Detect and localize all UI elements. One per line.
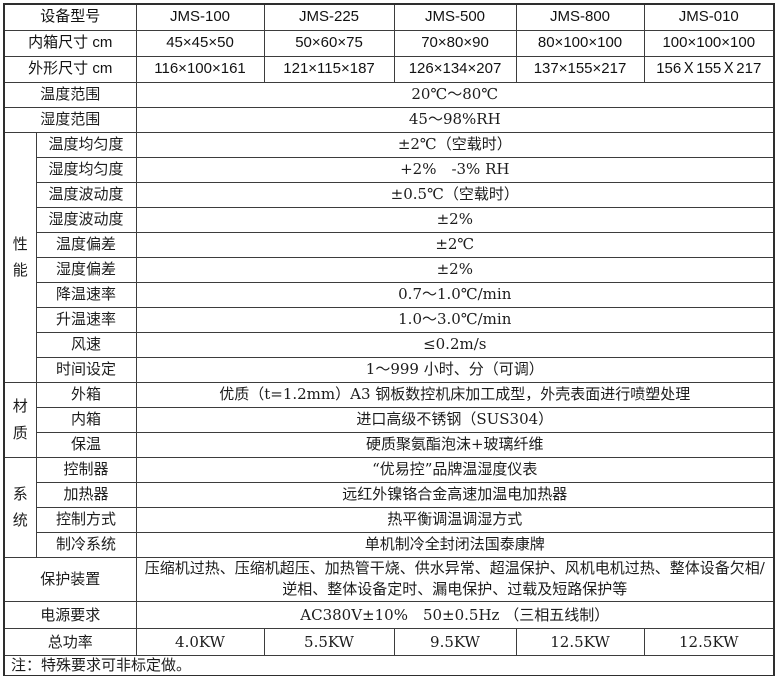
row-label: 温度偏差 bbox=[35, 231, 137, 258]
table-row: 性能 温度均匀度 ±2℃（空载时） bbox=[3, 131, 775, 383]
table-row: 内箱尺寸 cm 45×45×50 50×60×75 70×80×90 80×10… bbox=[3, 29, 775, 57]
value-cell: +2% -3% RH bbox=[135, 156, 775, 183]
value-cell: ±2% bbox=[135, 206, 775, 233]
table-row: 电源要求 AC380V±10% 50±0.5Hz （三相五线制） bbox=[3, 601, 775, 629]
table-row: 系统 控制器 “优易控”品牌温湿度仪表 bbox=[3, 456, 775, 558]
table-row: 材质 外箱 优质（t=1.2mm）A3 钢板数控机床加工成型，外壳表面进行喷塑处… bbox=[3, 381, 775, 458]
table-row: 设备型号 JMS-100 JMS-225 JMS-500 JMS-800 JMS… bbox=[3, 3, 775, 31]
size-cell: 70×80×90 bbox=[393, 29, 517, 57]
size-cell: 137×155×217 bbox=[515, 55, 645, 83]
value-cell: AC380V±10% 50±0.5Hz （三相五线制） bbox=[135, 601, 775, 629]
table-row: 制冷系统 单机制冷全封闭法国泰康牌 bbox=[4, 531, 775, 558]
value-cell: ±2% bbox=[135, 256, 775, 283]
row-label: 加热器 bbox=[35, 481, 137, 508]
table-row: 加热器 远红外镍铬合金高速加温电加热器 bbox=[4, 481, 775, 508]
value-cell: 20℃～80℃ bbox=[135, 81, 775, 108]
table-row: 湿度均匀度 +2% -3% RH bbox=[4, 156, 775, 183]
model-cell: JMS-500 bbox=[393, 3, 517, 31]
value-cell: 45～98%RH bbox=[135, 106, 775, 133]
size-cell: 45×45×50 bbox=[135, 29, 265, 57]
row-label: 湿度均匀度 bbox=[35, 156, 137, 183]
table-row: 总功率 4.0KW 5.5KW 9.5KW 12.5KW 12.5KW bbox=[3, 628, 775, 656]
table-row: 风速 ≤0.2m/s bbox=[4, 331, 775, 358]
spec-table: 设备型号 JMS-100 JMS-225 JMS-500 JMS-800 JMS… bbox=[3, 3, 776, 676]
row-label: 升温速率 bbox=[35, 306, 137, 333]
row-label: 温度均匀度 bbox=[35, 131, 137, 158]
value-cell: 优质（t=1.2mm）A3 钢板数控机床加工成型，外壳表面进行喷塑处理 bbox=[135, 381, 775, 408]
value-cell: ±0.5℃（空载时） bbox=[135, 181, 775, 208]
size-cell: 121×115×187 bbox=[263, 55, 395, 83]
row-label-total-power: 总功率 bbox=[3, 628, 137, 656]
table-row: 降温速率 0.7～1.0℃/min bbox=[4, 281, 775, 308]
power-cell: 4.0KW bbox=[135, 628, 265, 656]
value-cell: 热平衡调温调湿方式 bbox=[135, 506, 775, 533]
row-label-model: 设备型号 bbox=[3, 3, 137, 31]
power-cell: 12.5KW bbox=[515, 628, 645, 656]
table-row: 湿度范围 45～98%RH bbox=[3, 106, 775, 133]
row-label: 湿度偏差 bbox=[35, 256, 137, 283]
value-cell: “优易控”品牌温湿度仪表 bbox=[135, 456, 775, 483]
row-label: 保温 bbox=[35, 431, 137, 458]
row-label: 时间设定 bbox=[35, 356, 137, 383]
row-label: 湿度波动度 bbox=[35, 206, 137, 233]
model-cell: JMS-100 bbox=[135, 3, 265, 31]
table-row: 湿度波动度 ±2% bbox=[4, 206, 775, 233]
group-label-material: 材质 bbox=[3, 381, 37, 458]
row-label: 制冷系统 bbox=[35, 531, 137, 558]
power-cell: 5.5KW bbox=[263, 628, 395, 656]
value-cell: 硬质聚氨酯泡沫+玻璃纤维 bbox=[135, 431, 775, 458]
row-label-humidity-range: 湿度范围 bbox=[3, 106, 137, 133]
table-row: 外形尺寸 cm 116×100×161 121×115×187 126×134×… bbox=[3, 55, 775, 83]
value-cell: 远红外镍铬合金高速加温电加热器 bbox=[135, 481, 775, 508]
value-cell: 压缩机过热、压缩机超压、加热管干烧、供水异常、超温保护、风机电机过热、整体设备欠… bbox=[135, 556, 775, 602]
group-label-system: 系统 bbox=[3, 456, 37, 558]
row-label: 降温速率 bbox=[35, 281, 137, 308]
row-label: 内箱 bbox=[35, 406, 137, 433]
row-label: 控制方式 bbox=[35, 506, 137, 533]
value-cell: 进口高级不锈钢（SUS304） bbox=[135, 406, 775, 433]
value-cell: 0.7～1.0℃/min bbox=[135, 281, 775, 308]
row-label-power-requirement: 电源要求 bbox=[3, 601, 137, 629]
value-cell: ≤0.2m/s bbox=[135, 331, 775, 358]
table-row: 内箱 进口高级不锈钢（SUS304） bbox=[4, 406, 775, 433]
value-cell: ±2℃ bbox=[135, 231, 775, 258]
table-row: 温度波动度 ±0.5℃（空载时） bbox=[4, 181, 775, 208]
row-label: 风速 bbox=[35, 331, 137, 358]
value-cell: ±2℃（空载时） bbox=[135, 131, 775, 158]
group-label-performance: 性能 bbox=[3, 131, 37, 383]
model-cell: JMS-225 bbox=[263, 3, 395, 31]
table-row: 注：特殊要求可非标定做。 bbox=[3, 654, 775, 676]
table-row: 温度偏差 ±2℃ bbox=[4, 231, 775, 258]
table-row: 时间设定 1～999 小时、分（可调） bbox=[4, 356, 775, 383]
size-cell: 126×134×207 bbox=[393, 55, 517, 83]
value-cell: 单机制冷全封闭法国泰康牌 bbox=[135, 531, 775, 558]
size-cell: 80×100×100 bbox=[515, 29, 645, 57]
value-cell: 1～999 小时、分（可调） bbox=[135, 356, 775, 383]
row-label: 外箱 bbox=[35, 381, 137, 408]
row-label: 控制器 bbox=[35, 456, 137, 483]
table-row: 保护装置 压缩机过热、压缩机超压、加热管干烧、供水异常、超温保护、风机电机过热、… bbox=[3, 556, 775, 602]
power-cell: 9.5KW bbox=[393, 628, 517, 656]
model-cell: JMS-800 bbox=[515, 3, 645, 31]
model-cell: JMS-010 bbox=[643, 3, 775, 31]
size-cell: 50×60×75 bbox=[263, 29, 395, 57]
row-label-outer-size: 外形尺寸 cm bbox=[3, 55, 137, 83]
value-cell: 1.0～3.0℃/min bbox=[135, 306, 775, 333]
table-row: 控制方式 热平衡调温调湿方式 bbox=[4, 506, 775, 533]
row-label-protection: 保护装置 bbox=[3, 556, 137, 602]
power-cell: 12.5KW bbox=[643, 628, 775, 656]
row-label-inner-size: 内箱尺寸 cm bbox=[3, 29, 137, 57]
size-cell: 100×100×100 bbox=[643, 29, 775, 57]
row-label-temp-range: 温度范围 bbox=[3, 81, 137, 108]
row-label: 温度波动度 bbox=[35, 181, 137, 208]
table-row: 湿度偏差 ±2% bbox=[4, 256, 775, 283]
size-cell: 116×100×161 bbox=[135, 55, 265, 83]
table-row: 保温 硬质聚氨酯泡沫+玻璃纤维 bbox=[4, 431, 775, 458]
size-cell: 156Ｘ155Ｘ217 bbox=[643, 55, 775, 83]
note-text: 注：特殊要求可非标定做。 bbox=[3, 654, 775, 676]
table-row: 升温速率 1.0～3.0℃/min bbox=[4, 306, 775, 333]
table-row: 温度范围 20℃～80℃ bbox=[3, 81, 775, 108]
